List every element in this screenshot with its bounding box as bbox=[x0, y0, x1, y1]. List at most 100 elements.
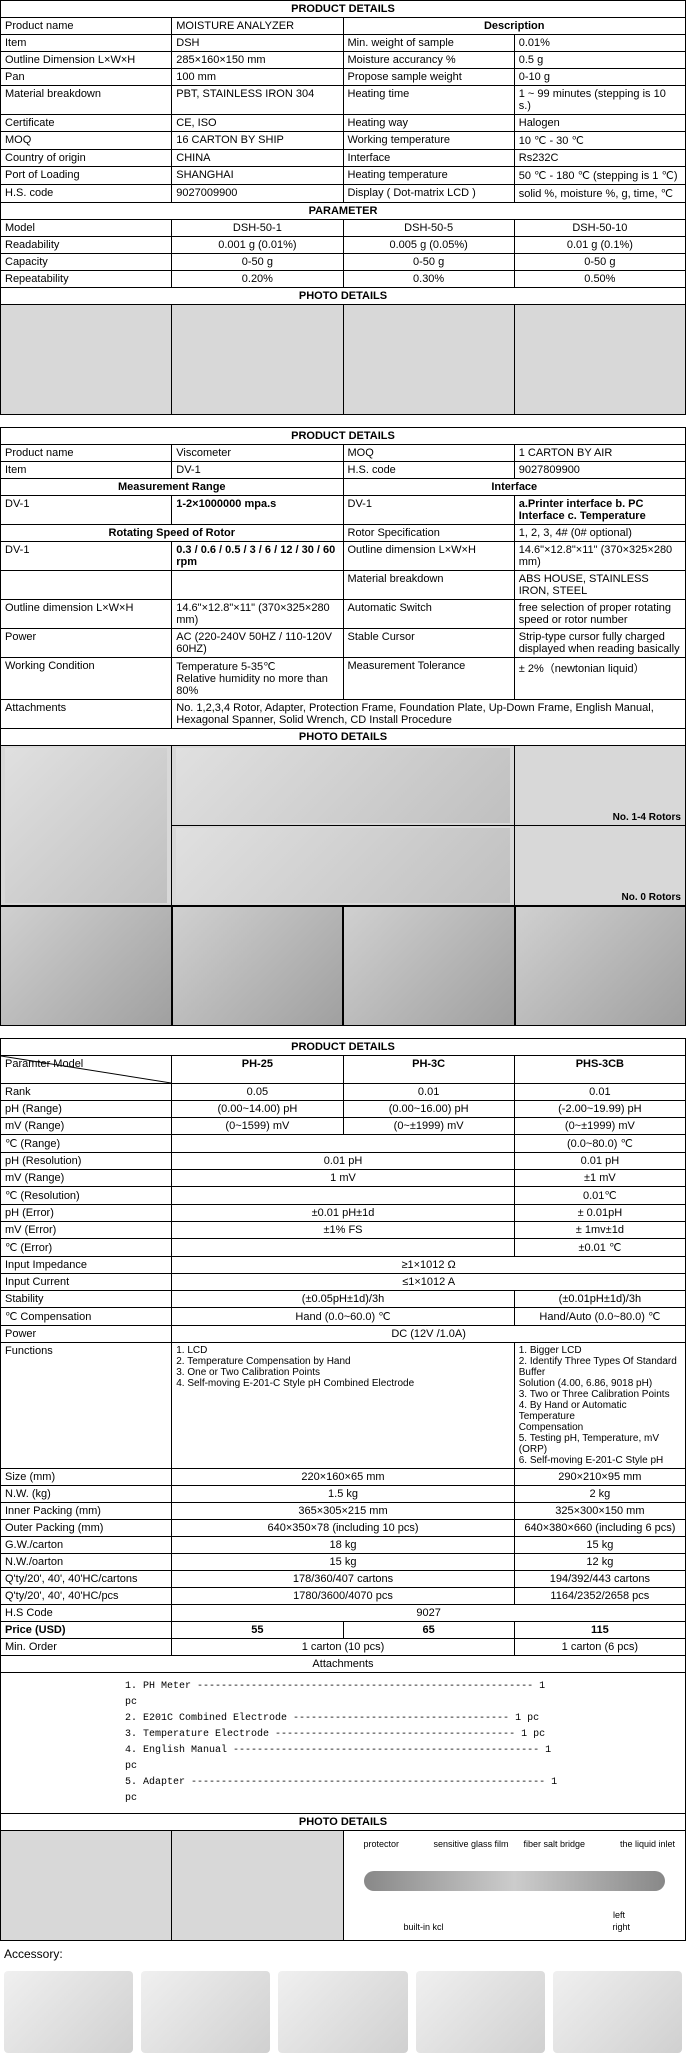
accessory-photo bbox=[4, 1971, 133, 2053]
cell: Propose sample weight bbox=[343, 69, 514, 86]
cell: ABS HOUSE, STAINLESS IRON, STEEL bbox=[514, 571, 685, 600]
if-header: Interface bbox=[343, 479, 686, 496]
cell: H.S. code bbox=[343, 462, 514, 479]
model-col: PHS-3CB bbox=[514, 1056, 685, 1084]
cell: 14.6"×12.8"×11" (370×325×280 mm) bbox=[172, 600, 343, 629]
photo-header: PHOTO DETAILS bbox=[1, 288, 686, 305]
desc-header: Description bbox=[343, 18, 686, 35]
cell bbox=[172, 1135, 515, 1153]
cell: DSH-50-1 bbox=[172, 220, 343, 237]
product-photo: No. 1-4 Rotors bbox=[514, 746, 685, 826]
cell: 0.01 bbox=[343, 1084, 514, 1101]
product-photo bbox=[343, 906, 515, 1026]
cell: 194/392/443 cartons bbox=[514, 1571, 685, 1588]
cell: 325×300×150 mm bbox=[514, 1503, 685, 1520]
cell: Input Current bbox=[1, 1274, 172, 1291]
cell: Rank bbox=[1, 1084, 172, 1101]
cell: 50 ℃ - 180 ℃ (stepping is 1 ℃) bbox=[514, 167, 685, 185]
section2-table: PRODUCT DETAILS Product nameViscometerMO… bbox=[0, 427, 686, 906]
cell: ℃ Compensation bbox=[1, 1308, 172, 1326]
cell: 1 carton (10 pcs) bbox=[172, 1639, 515, 1656]
probe-diagram: protector sensitive glass film fiber sal… bbox=[343, 1831, 686, 1941]
cell: ℃ (Resolution) bbox=[1, 1187, 172, 1205]
cell: free selection of proper rotating speed … bbox=[514, 600, 685, 629]
cell: MOQ bbox=[343, 445, 514, 462]
attachment-line: 3. Temperature Electrode ---------------… bbox=[125, 1727, 561, 1743]
product-photo bbox=[172, 1831, 343, 1941]
accessory-row bbox=[0, 1967, 686, 2057]
cell: MOQ bbox=[1, 132, 172, 150]
cell: 15 kg bbox=[172, 1554, 515, 1571]
cell: 1.5 kg bbox=[172, 1486, 515, 1503]
sec3-header: PRODUCT DETAILS bbox=[1, 1039, 686, 1056]
cell: 0.20% bbox=[172, 271, 343, 288]
cell: 285×160×150 mm bbox=[172, 52, 343, 69]
cell: 15 kg bbox=[514, 1537, 685, 1554]
product-photo: No. 0 Rotors bbox=[514, 826, 685, 906]
product-photo bbox=[1, 746, 172, 906]
cell bbox=[172, 1239, 515, 1257]
cell: 1 ~ 99 minutes (stepping is 10 s.) bbox=[514, 86, 685, 115]
cell: Hand (0.0~60.0) ℃ bbox=[172, 1308, 515, 1326]
cell: 1. Bigger LCD 2. Identify Three Types Of… bbox=[514, 1343, 685, 1469]
cell: 100 mm bbox=[172, 69, 343, 86]
cell: Country of origin bbox=[1, 150, 172, 167]
cell: Power bbox=[1, 1326, 172, 1343]
cell: 0.01℃ bbox=[514, 1187, 685, 1205]
accessory-photo bbox=[553, 1971, 682, 2053]
product-photo bbox=[515, 906, 686, 1026]
cell: (±0.01pH±1d)/3h bbox=[514, 1291, 685, 1308]
attachment-line: 1. PH Meter ----------------------------… bbox=[125, 1679, 561, 1711]
cell: DV-1 bbox=[1, 542, 172, 571]
cell: 1-2×1000000 mpa.s bbox=[172, 496, 343, 525]
cell: DSH-50-10 bbox=[514, 220, 685, 237]
cell: Attachments bbox=[1, 700, 172, 729]
cell: pH (Resolution) bbox=[1, 1153, 172, 1170]
cell: ℃ (Range) bbox=[1, 1135, 172, 1153]
cell: 0-50 g bbox=[172, 254, 343, 271]
cell: DV-1 bbox=[1, 496, 172, 525]
sec2-header: PRODUCT DETAILS bbox=[1, 428, 686, 445]
cell: N.W./oarton bbox=[1, 1554, 172, 1571]
cell: Heating time bbox=[343, 86, 514, 115]
cell: DV-1 bbox=[172, 462, 343, 479]
cell: Material breakdown bbox=[343, 571, 514, 600]
cell: Working temperature bbox=[343, 132, 514, 150]
cell bbox=[1, 571, 172, 600]
cell: Stability bbox=[1, 1291, 172, 1308]
sec1-header: PRODUCT DETAILS bbox=[1, 1, 686, 18]
cell: 178/360/407 cartons bbox=[172, 1571, 515, 1588]
cell: 9027809900 bbox=[514, 462, 685, 479]
cell: 12 kg bbox=[514, 1554, 685, 1571]
cell: Strip-type cursor fully charged displaye… bbox=[514, 629, 685, 658]
cell: (0~±1999) mV bbox=[343, 1118, 514, 1135]
cell: 1 CARTON BY AIR bbox=[514, 445, 685, 462]
product-photo bbox=[172, 826, 515, 906]
photo-header: PHOTO DETAILS bbox=[1, 1814, 686, 1831]
attachments-cell: 1. PH Meter ----------------------------… bbox=[1, 1673, 686, 1814]
cell: (0.0~80.0) ℃ bbox=[514, 1135, 685, 1153]
cell: (0~1599) mV bbox=[172, 1118, 343, 1135]
cell: ±0.01 pH±1d bbox=[172, 1205, 515, 1222]
cell: Q'ty/20', 40', 40'HC/cartons bbox=[1, 1571, 172, 1588]
cell: 0.01 bbox=[514, 1084, 685, 1101]
accessory-label: Accessory: bbox=[0, 1941, 686, 1967]
photo-header: PHOTO DETAILS bbox=[1, 729, 686, 746]
cell: Stable Cursor bbox=[343, 629, 514, 658]
cell: PBT, STAINLESS IRON 304 bbox=[172, 86, 343, 115]
cell bbox=[172, 1187, 515, 1205]
section3-table: PRODUCT DETAILS Paramter Model PH-25 PH-… bbox=[0, 1038, 686, 1941]
cell: 0-50 g bbox=[514, 254, 685, 271]
model-col: PH-25 bbox=[172, 1056, 343, 1084]
cell: 0.05 bbox=[172, 1084, 343, 1101]
cell: ± 1mv±1d bbox=[514, 1222, 685, 1239]
cell: Power bbox=[1, 629, 172, 658]
accessory-photo bbox=[416, 1971, 545, 2053]
cell: (0~±1999) mV bbox=[514, 1118, 685, 1135]
price: 55 bbox=[172, 1622, 343, 1639]
cell: Readability bbox=[1, 237, 172, 254]
cell: Outline dimension L×W×H bbox=[343, 542, 514, 571]
cell: 1, 2, 3, 4# (0# optional) bbox=[514, 525, 685, 542]
cell: Outline dimension L×W×H bbox=[1, 600, 172, 629]
cell: 640×380×660 (including 6 pcs) bbox=[514, 1520, 685, 1537]
